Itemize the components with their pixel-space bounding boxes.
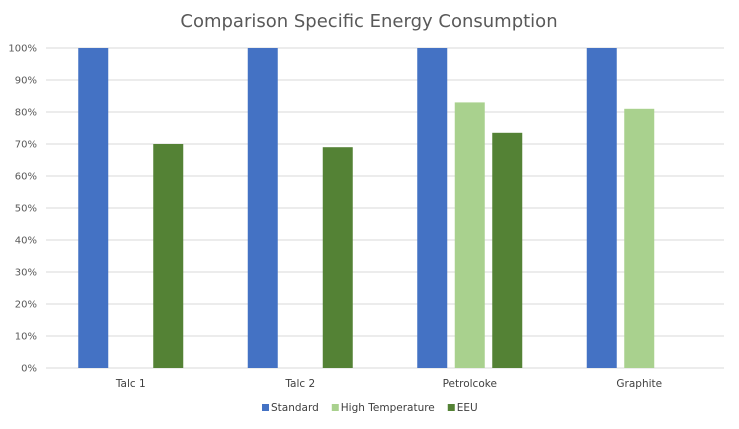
y-tick-label: 40% — [15, 236, 37, 247]
y-tick-label: 90% — [15, 76, 37, 87]
legend-label: Standard — [271, 402, 319, 414]
legend-swatch — [447, 404, 455, 411]
y-tick-label: 10% — [15, 332, 37, 343]
x-axis-categories: Talc 1 Talc 2 Petrolcoke Graphite — [115, 378, 662, 390]
bar-eeu — [153, 144, 184, 368]
bar-high-temperature — [454, 102, 485, 369]
legend-label: High Temperature — [341, 402, 435, 414]
bar-eeu — [492, 132, 523, 368]
y-tick-label: 80% — [15, 108, 37, 119]
y-tick-label: 20% — [15, 300, 37, 311]
gridlines — [46, 47, 724, 369]
legend-label: EEU — [457, 402, 478, 414]
y-tick-label: 60% — [15, 172, 37, 183]
bar-standard — [247, 48, 278, 368]
legend: Standard High Temperature EEU — [262, 402, 478, 414]
y-axis-ticks: 0% 10% 20% 30% 40% 50% 60% 70% 80% 90% 100% — [8, 44, 37, 375]
legend-swatch — [262, 404, 269, 411]
bar-standard — [78, 48, 109, 368]
bar-standard — [417, 48, 448, 368]
legend-swatch — [331, 404, 339, 411]
y-tick-label: 70% — [15, 140, 37, 151]
y-tick-label: 50% — [15, 204, 37, 215]
y-tick-label: 100% — [8, 44, 37, 55]
bars — [78, 48, 655, 369]
y-tick-label: 30% — [15, 268, 37, 279]
x-category-label: Talc 2 — [284, 378, 315, 390]
x-category-label: Talc 1 — [115, 378, 146, 390]
x-category-label: Petrolcoke — [443, 378, 497, 390]
bar-high-temperature — [624, 108, 655, 369]
chart-title: Comparison Specific Energy Consumption — [180, 11, 557, 32]
bar-eeu — [322, 147, 353, 368]
x-category-label: Graphite — [616, 378, 662, 390]
bar-standard — [586, 48, 617, 368]
y-tick-label: 0% — [21, 364, 37, 375]
